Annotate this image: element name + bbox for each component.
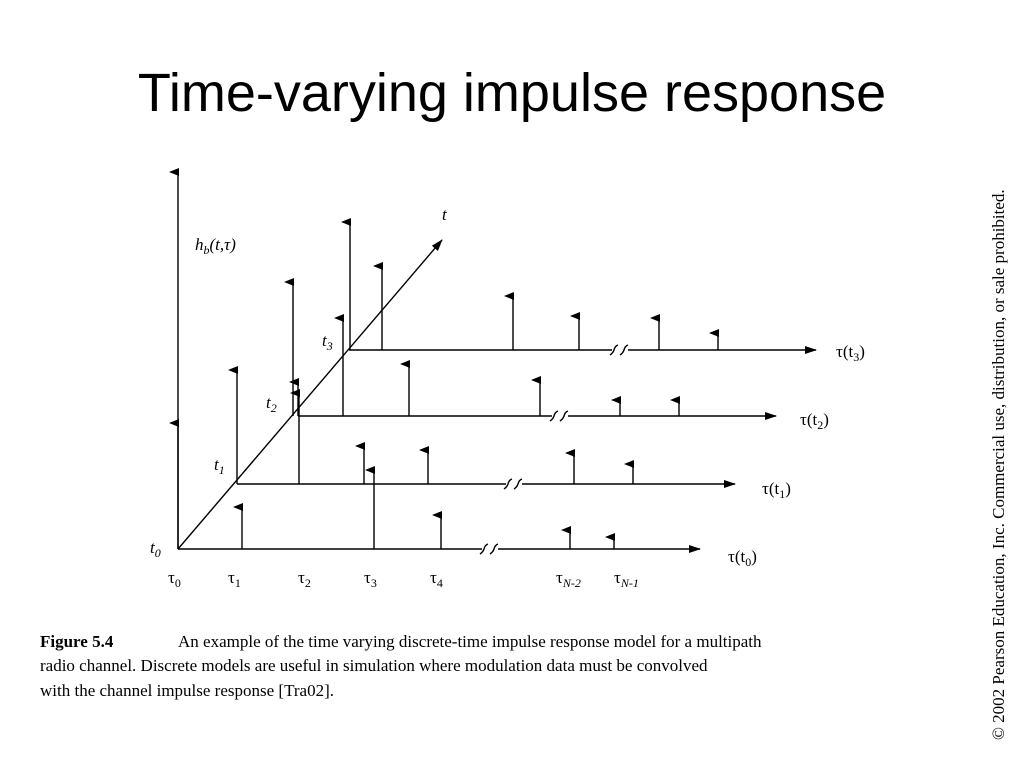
time-label: t0 <box>150 538 161 560</box>
delay-label: τ4 <box>430 568 443 590</box>
label-main: τ <box>556 568 563 587</box>
axis-break <box>503 478 523 490</box>
delay-label: τN-2 <box>556 568 581 590</box>
label-main: t <box>150 538 156 557</box>
label-main: τ(t <box>762 479 779 498</box>
label-sub: 3 <box>371 576 377 590</box>
label-sub: 2 <box>305 576 311 590</box>
copyright: © 2002 Pearson Education, Inc. Commercia… <box>989 189 1008 740</box>
caption-label: Figure 5.4 <box>40 632 114 651</box>
delay-label: τ1 <box>228 568 241 590</box>
diagram-lines <box>169 168 817 555</box>
label-rest: ) <box>823 410 829 429</box>
label-sub: 2 <box>271 401 277 415</box>
label-sub: N-1 <box>620 576 639 590</box>
label-main: τ <box>298 568 305 587</box>
delay-label: τ0 <box>168 568 181 590</box>
label-sub: 0 <box>155 546 161 560</box>
label-main: h <box>195 235 204 254</box>
label-main: t <box>214 455 220 474</box>
label-sub: 1 <box>235 576 241 590</box>
axis-break <box>479 543 499 555</box>
label-main: τ <box>614 568 621 587</box>
axis-break <box>609 344 629 356</box>
caption-line: with the channel impulse response [Tra02… <box>40 681 334 700</box>
delay-axis-label: τ(t3) <box>836 342 865 364</box>
time-axis-label: t <box>442 205 448 224</box>
axis-break <box>549 410 569 422</box>
label-sub: 3 <box>326 339 333 353</box>
label-rest: ) <box>785 479 791 498</box>
label-main: τ(t <box>728 547 745 566</box>
time-label: t1 <box>214 455 225 477</box>
y-axis-label: hb(t,τ) <box>195 235 236 257</box>
label-sub: 0 <box>175 576 181 590</box>
label-main: τ <box>168 568 175 587</box>
time-label: t2 <box>266 393 277 415</box>
delay-axis-label: τ(t0) <box>728 547 757 569</box>
label-main: τ(t <box>800 410 817 429</box>
label-main: τ <box>228 568 235 587</box>
label-rest: ) <box>859 342 865 361</box>
slide-title: Time-varying impulse response <box>137 63 887 123</box>
delay-label: τ2 <box>298 568 311 590</box>
label-sub: 1 <box>779 487 785 501</box>
label-sub: 0 <box>745 555 751 569</box>
label-rest: (t,τ) <box>210 235 237 254</box>
label-sub: 1 <box>219 463 225 477</box>
time-label: t3 <box>322 331 333 353</box>
label-main: t <box>266 393 272 412</box>
label-main: τ <box>364 568 371 587</box>
delay-axis-label: τ(t1) <box>762 479 791 501</box>
label-sub: N-2 <box>562 576 581 590</box>
label-rest: ) <box>751 547 757 566</box>
label-sub: 4 <box>437 576 443 590</box>
label-main: τ(t <box>836 342 853 361</box>
time-axis <box>177 239 443 550</box>
label-sub: b <box>204 243 210 257</box>
caption-line: radio channel. Discrete models are usefu… <box>40 656 708 675</box>
caption-line: An example of the time varying discrete-… <box>178 632 762 651</box>
delay-label: τN-1 <box>614 568 639 590</box>
label-main: t <box>322 331 328 350</box>
delay-label: τ3 <box>364 568 377 590</box>
label-sub: 2 <box>817 418 823 432</box>
label-main: τ <box>430 568 437 587</box>
delay-axis-label: τ(t2) <box>800 410 829 432</box>
label-sub: 3 <box>853 350 859 364</box>
